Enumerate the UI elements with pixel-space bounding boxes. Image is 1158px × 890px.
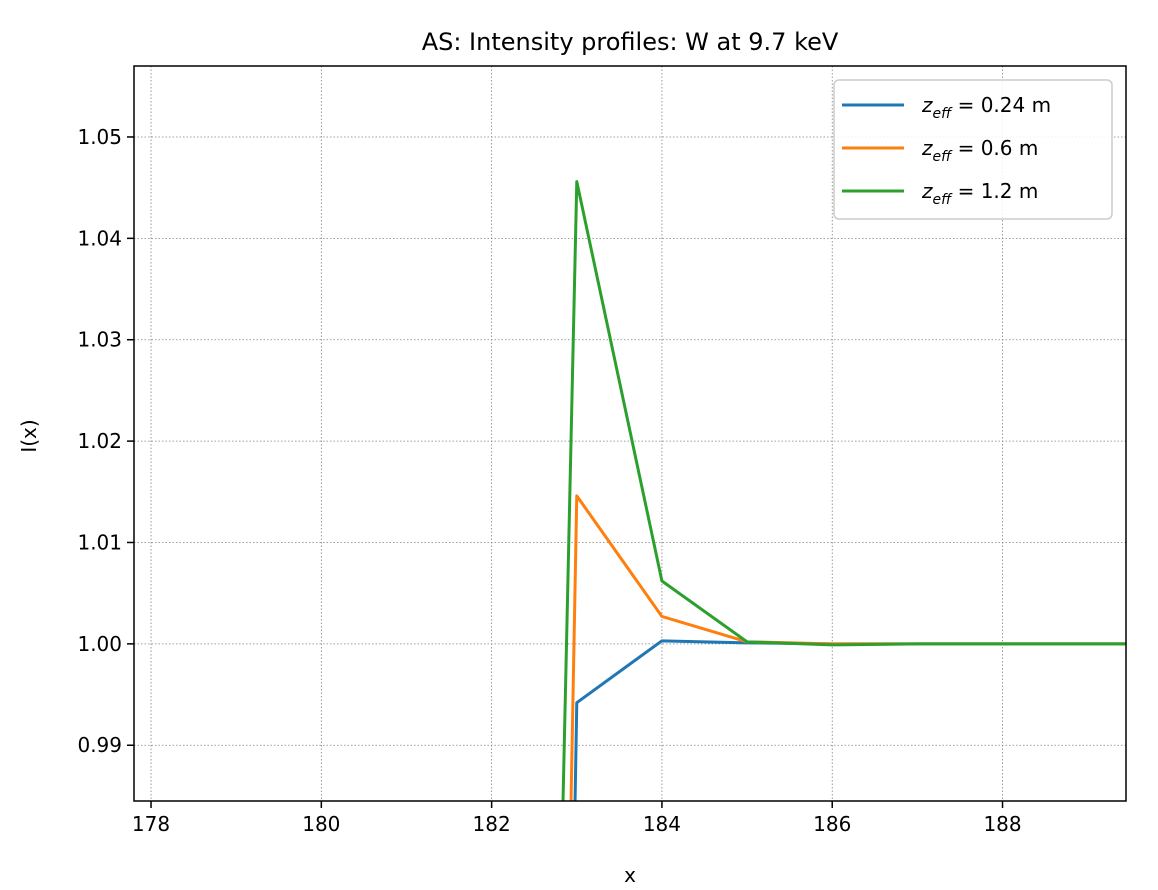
y-tick-label: 0.99 <box>77 733 122 757</box>
x-axis-label: x <box>624 863 636 887</box>
y-tick-label: 1.03 <box>77 328 122 352</box>
legend-label-subscript: eff <box>933 149 954 165</box>
chart-title: AS: Intensity profiles: W at 9.7 keV <box>422 28 839 56</box>
x-tick-label: 184 <box>643 812 681 836</box>
legend-box <box>833 79 1113 220</box>
legend-label-3: zeff = 1.2 m <box>921 179 1038 208</box>
legend-label-rest: = 0.24 m <box>951 93 1051 117</box>
x-tick-label: 188 <box>983 812 1021 836</box>
x-tick-label: 180 <box>302 812 340 836</box>
legend-label-variable: z <box>921 93 933 117</box>
plot-frame <box>133 65 1127 802</box>
legend-label-subscript: eff <box>933 192 954 208</box>
legend-label-variable: z <box>921 136 933 160</box>
legend-label-1: zeff = 0.24 m <box>921 93 1051 122</box>
legend-label-rest: = 0.6 m <box>951 136 1038 160</box>
y-tick-label: 1.01 <box>77 530 122 554</box>
y-tick-label: 1.05 <box>77 125 122 149</box>
legend-label-rest: = 1.2 m <box>951 179 1038 203</box>
y-axis: 0.99 1.00 1.01 1.02 1.03 1.04 1.05 <box>77 125 134 757</box>
x-tick-label: 182 <box>473 812 511 836</box>
series-layer <box>561 180 1126 801</box>
x-tick-label: 178 <box>132 812 170 836</box>
x-tick-label: 186 <box>813 812 851 836</box>
y-tick-label: 1.02 <box>77 429 122 453</box>
y-tick-label: 1.04 <box>77 226 122 250</box>
y-tick-label: 1.00 <box>77 632 122 656</box>
legend-label-2: zeff = 0.6 m <box>921 136 1038 165</box>
legend-label-subscript: eff <box>933 106 954 122</box>
y-axis-label: I(x) <box>17 419 41 452</box>
x-axis: 178 180 182 184 186 188 <box>132 801 1022 836</box>
legend-label-variable: z <box>921 179 933 203</box>
series-line-3 <box>561 180 1126 801</box>
